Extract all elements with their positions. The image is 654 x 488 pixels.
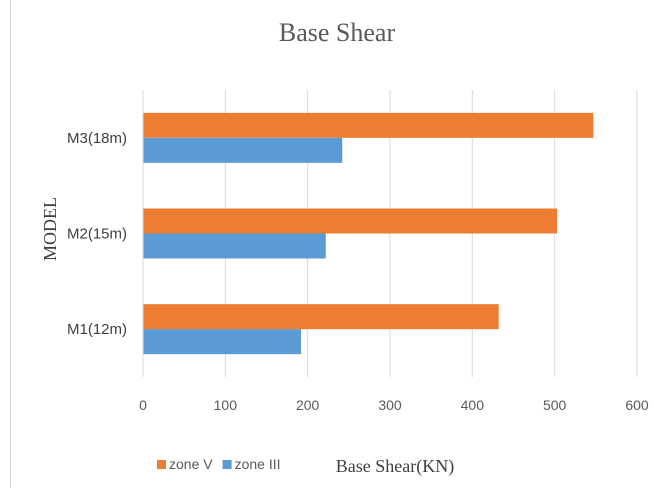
- x-tick-label: 200: [296, 397, 320, 413]
- y-axis-title: MODEL: [40, 197, 60, 261]
- frame-edge: [10, 0, 11, 488]
- category-label: M3(18m): [67, 130, 127, 147]
- x-tick-label: 500: [543, 397, 567, 413]
- chart-title: Base Shear: [279, 18, 396, 47]
- x-tick-label: 300: [378, 397, 402, 413]
- x-tick-label: 600: [625, 397, 649, 413]
- x-tick-label: 400: [461, 397, 485, 413]
- legend-label: zone V: [169, 456, 213, 472]
- bar-zone-v: [143, 112, 594, 138]
- bar-zone-iii: [143, 329, 302, 355]
- category-label: M2(15m): [67, 226, 127, 243]
- bar-zone-iii: [143, 233, 326, 259]
- bar-zone-v: [143, 304, 499, 330]
- legend-swatch: [222, 460, 232, 469]
- legend-swatch: [157, 460, 166, 469]
- x-tick-label: 0: [139, 397, 147, 413]
- legend-label: zone III: [235, 456, 281, 472]
- x-axis-title: Base Shear(KN): [336, 456, 454, 477]
- category-label: M1(12m): [67, 321, 127, 338]
- bar-zone-v: [143, 208, 558, 234]
- bar-zone-iii: [143, 137, 343, 163]
- x-tick-label: 100: [214, 397, 238, 413]
